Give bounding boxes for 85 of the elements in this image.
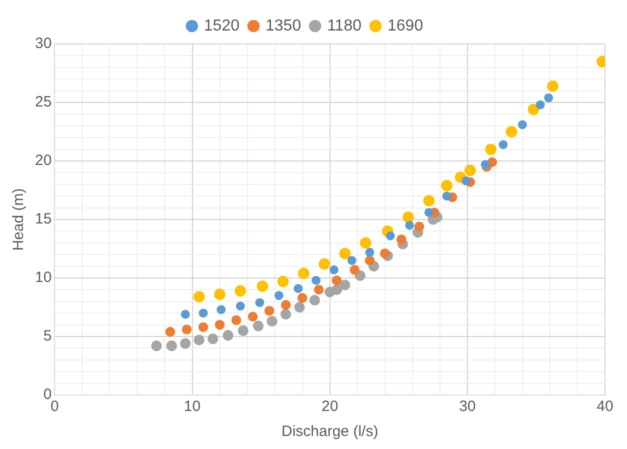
point [423, 195, 435, 206]
legend-label: 1520 [204, 17, 240, 34]
point [216, 305, 226, 314]
point [238, 325, 248, 336]
point [498, 140, 508, 150]
point [166, 340, 177, 352]
y-tick-label: 0 [43, 386, 52, 404]
point [547, 80, 558, 92]
point [364, 256, 375, 266]
point [312, 276, 321, 285]
point [536, 100, 545, 110]
point [424, 208, 434, 217]
point [298, 268, 310, 280]
point [314, 284, 324, 295]
legend-label: 1350 [266, 17, 302, 34]
point [402, 211, 414, 223]
point [165, 326, 176, 337]
point [347, 256, 356, 265]
point [309, 294, 320, 306]
point [294, 284, 303, 294]
y-tick-label: 20 [34, 152, 52, 170]
point [294, 302, 305, 313]
point [386, 231, 395, 240]
point [339, 248, 351, 260]
point [414, 222, 424, 232]
point [253, 320, 264, 332]
point [194, 334, 204, 346]
point [318, 258, 330, 270]
y-tick-label: 10 [34, 269, 52, 286]
point [480, 160, 490, 170]
point [234, 285, 246, 297]
legend-label: 1690 [388, 17, 424, 34]
point [231, 315, 242, 326]
point [214, 288, 226, 300]
point [151, 340, 162, 352]
point [528, 104, 540, 116]
point [256, 280, 268, 292]
point [255, 298, 264, 308]
point [248, 312, 258, 322]
x-axis-title: Discharge (l/s) [282, 423, 378, 440]
y-axis-title: Head (m) [10, 188, 28, 251]
point [274, 291, 284, 300]
point [518, 120, 527, 130]
point [360, 237, 372, 249]
point [365, 248, 374, 257]
point [280, 308, 292, 320]
point [280, 300, 291, 310]
point [264, 306, 274, 316]
point [297, 292, 308, 303]
x-tick-label: 20 [322, 398, 338, 416]
point [380, 248, 390, 258]
y-tick-label: 15 [34, 210, 52, 228]
point [182, 324, 192, 334]
point [441, 180, 452, 192]
point [442, 192, 452, 201]
y-tick-label: 30 [34, 35, 52, 52]
legend-label: 1180 [327, 17, 362, 34]
point [180, 310, 190, 319]
point [222, 330, 234, 341]
x-tick-label: 40 [596, 398, 614, 416]
point [544, 93, 554, 102]
point [405, 220, 414, 230]
point [208, 334, 218, 344]
x-tick-label: 10 [184, 398, 201, 416]
point [214, 320, 225, 330]
point [485, 144, 497, 155]
point [198, 308, 208, 318]
point [329, 265, 338, 274]
y-tick-label: 5 [43, 328, 52, 345]
point [277, 276, 289, 288]
point [236, 302, 245, 311]
point [506, 126, 518, 138]
point [332, 275, 342, 286]
x-tick-label: 30 [459, 398, 476, 416]
point [462, 176, 471, 186]
point [350, 264, 360, 275]
point [464, 164, 476, 176]
point [331, 284, 342, 295]
point [266, 316, 278, 327]
point [396, 234, 406, 244]
y-tick-label: 25 [34, 94, 52, 111]
point [193, 291, 205, 302]
point [180, 338, 191, 349]
point [340, 280, 350, 290]
point [198, 322, 208, 332]
